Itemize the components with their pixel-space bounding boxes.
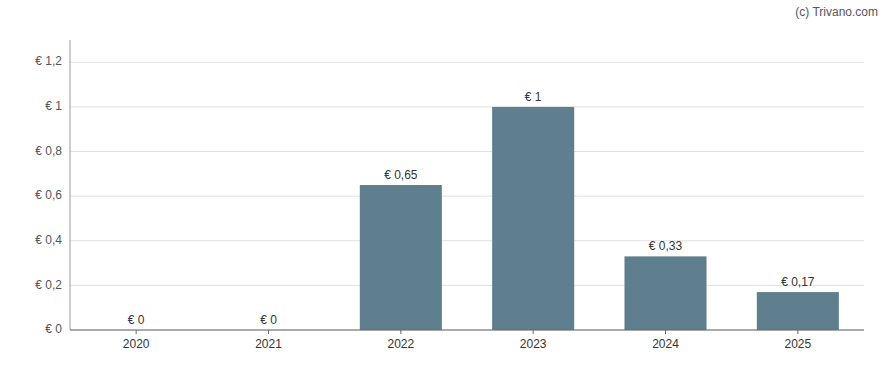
x-tick-label: 2022: [387, 337, 414, 351]
grid-line: [70, 62, 864, 63]
x-axis: 2020 2021 2022 2023 2024 2025: [70, 330, 864, 351]
watermark: (c) Trivano.com: [795, 5, 878, 19]
x-tick: [136, 330, 137, 334]
y-tick-label: € 0: [45, 322, 62, 336]
chart-svg: € 0€ 0,2€ 0,4€ 0,6€ 0,8€ 1€ 1,2€ 0€ 0€ 0…: [0, 0, 888, 370]
x-tick-label: 2025: [784, 337, 811, 351]
grid-line: [70, 196, 864, 197]
x-tick: [268, 330, 269, 334]
y-tick-label: € 0,2: [35, 278, 62, 292]
x-tick: [533, 330, 534, 334]
x-tick: [665, 330, 666, 334]
y-axis-line: [70, 40, 71, 330]
bar: [757, 292, 839, 330]
y-tick-label: € 0,6: [35, 188, 62, 202]
bars: [360, 107, 839, 330]
data-label: € 0,33: [649, 239, 683, 253]
data-label: € 0: [260, 313, 277, 327]
bar: [624, 256, 706, 330]
x-tick: [797, 330, 798, 334]
data-label: € 1: [525, 90, 542, 104]
y-tick-label: € 1,2: [35, 54, 62, 68]
x-tick-label: 2020: [123, 337, 150, 351]
data-labels: € 0 € 0 € 0,65 € 1 € 0,33 € 0,17: [128, 90, 815, 327]
y-tick-label: € 0,8: [35, 144, 62, 158]
grid-line: [70, 151, 864, 152]
grid-line: [70, 285, 864, 286]
x-tick-label: 2023: [520, 337, 547, 351]
y-tick-label: € 1: [45, 99, 62, 113]
grid: [70, 62, 864, 330]
data-label: € 0,65: [384, 168, 418, 182]
y-axis: € 0 € 0,2 € 0,4 € 0,6 € 0,8 € 1 € 1,2: [35, 40, 70, 336]
grid-line: [70, 240, 864, 241]
x-axis-line: [70, 330, 864, 331]
x-tick-label: 2024: [652, 337, 679, 351]
bar: [492, 107, 574, 330]
x-tick: [400, 330, 401, 334]
grid-line: [70, 330, 864, 331]
x-tick-label: 2021: [255, 337, 282, 351]
bar: [360, 185, 442, 330]
data-label: € 0,17: [781, 275, 815, 289]
data-label: € 0: [128, 313, 145, 327]
chart-container: € 0€ 0,2€ 0,4€ 0,6€ 0,8€ 1€ 1,2€ 0€ 0€ 0…: [0, 0, 888, 370]
grid-line: [70, 106, 864, 107]
y-tick-label: € 0,4: [35, 233, 62, 247]
